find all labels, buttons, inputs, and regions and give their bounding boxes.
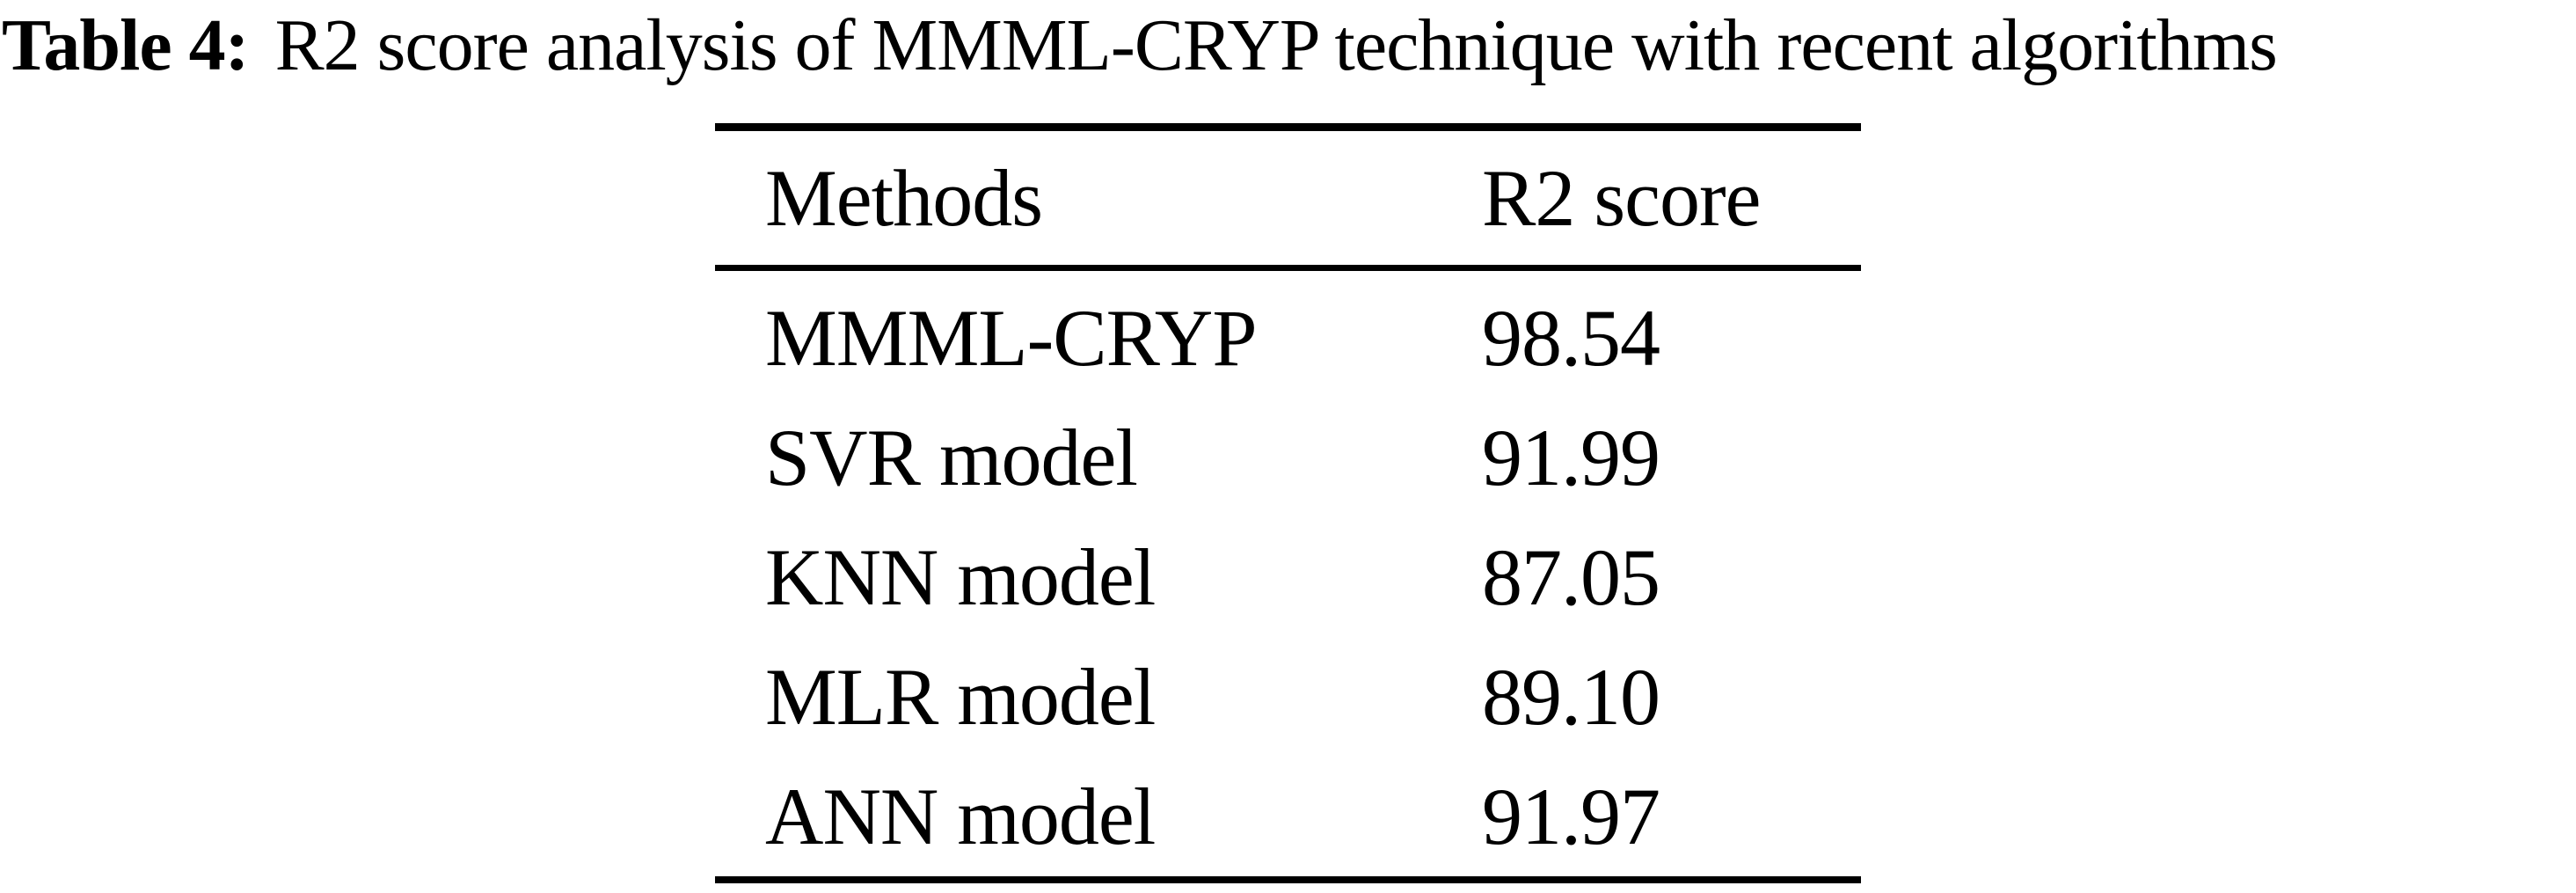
method-cell: MLR model	[765, 652, 1156, 742]
column-header-r2-score: R2 score	[1482, 153, 1761, 243]
score-cell: 98.54	[1482, 293, 1660, 383]
score-cell: 87.05	[1482, 532, 1660, 622]
score-cell: 91.97	[1482, 772, 1660, 861]
method-cell: SVR model	[765, 413, 1138, 502]
table-row: MMML-CRYP 98.54	[715, 278, 1861, 398]
table-body: MMML-CRYP 98.54 SVR model 91.99 KNN mode…	[715, 271, 1861, 876]
table-caption: Table 4: R2 score analysis of MMML-CRYP t…	[2, 5, 2576, 86]
score-cell: 89.10	[1482, 652, 1660, 742]
table-row: KNN model 87.05	[715, 517, 1861, 637]
table-row: ANN model 91.97	[715, 757, 1861, 876]
score-cell: 91.99	[1482, 413, 1660, 502]
method-cell: KNN model	[765, 532, 1156, 622]
method-cell: ANN model	[765, 772, 1156, 861]
table-header-row: Methods R2 score	[715, 131, 1861, 271]
table-row: MLR model 89.10	[715, 637, 1861, 757]
table-row: SVR model 91.99	[715, 398, 1861, 517]
column-header-methods: Methods	[765, 153, 1043, 243]
method-cell: MMML-CRYP	[765, 293, 1258, 383]
table-caption-text: R2 score analysis of MMML-CRYP technique…	[274, 4, 2278, 86]
r2-score-table: Methods R2 score MMML-CRYP 98.54 SVR mod…	[715, 123, 1861, 883]
table-caption-label: Table 4:	[2, 4, 250, 86]
